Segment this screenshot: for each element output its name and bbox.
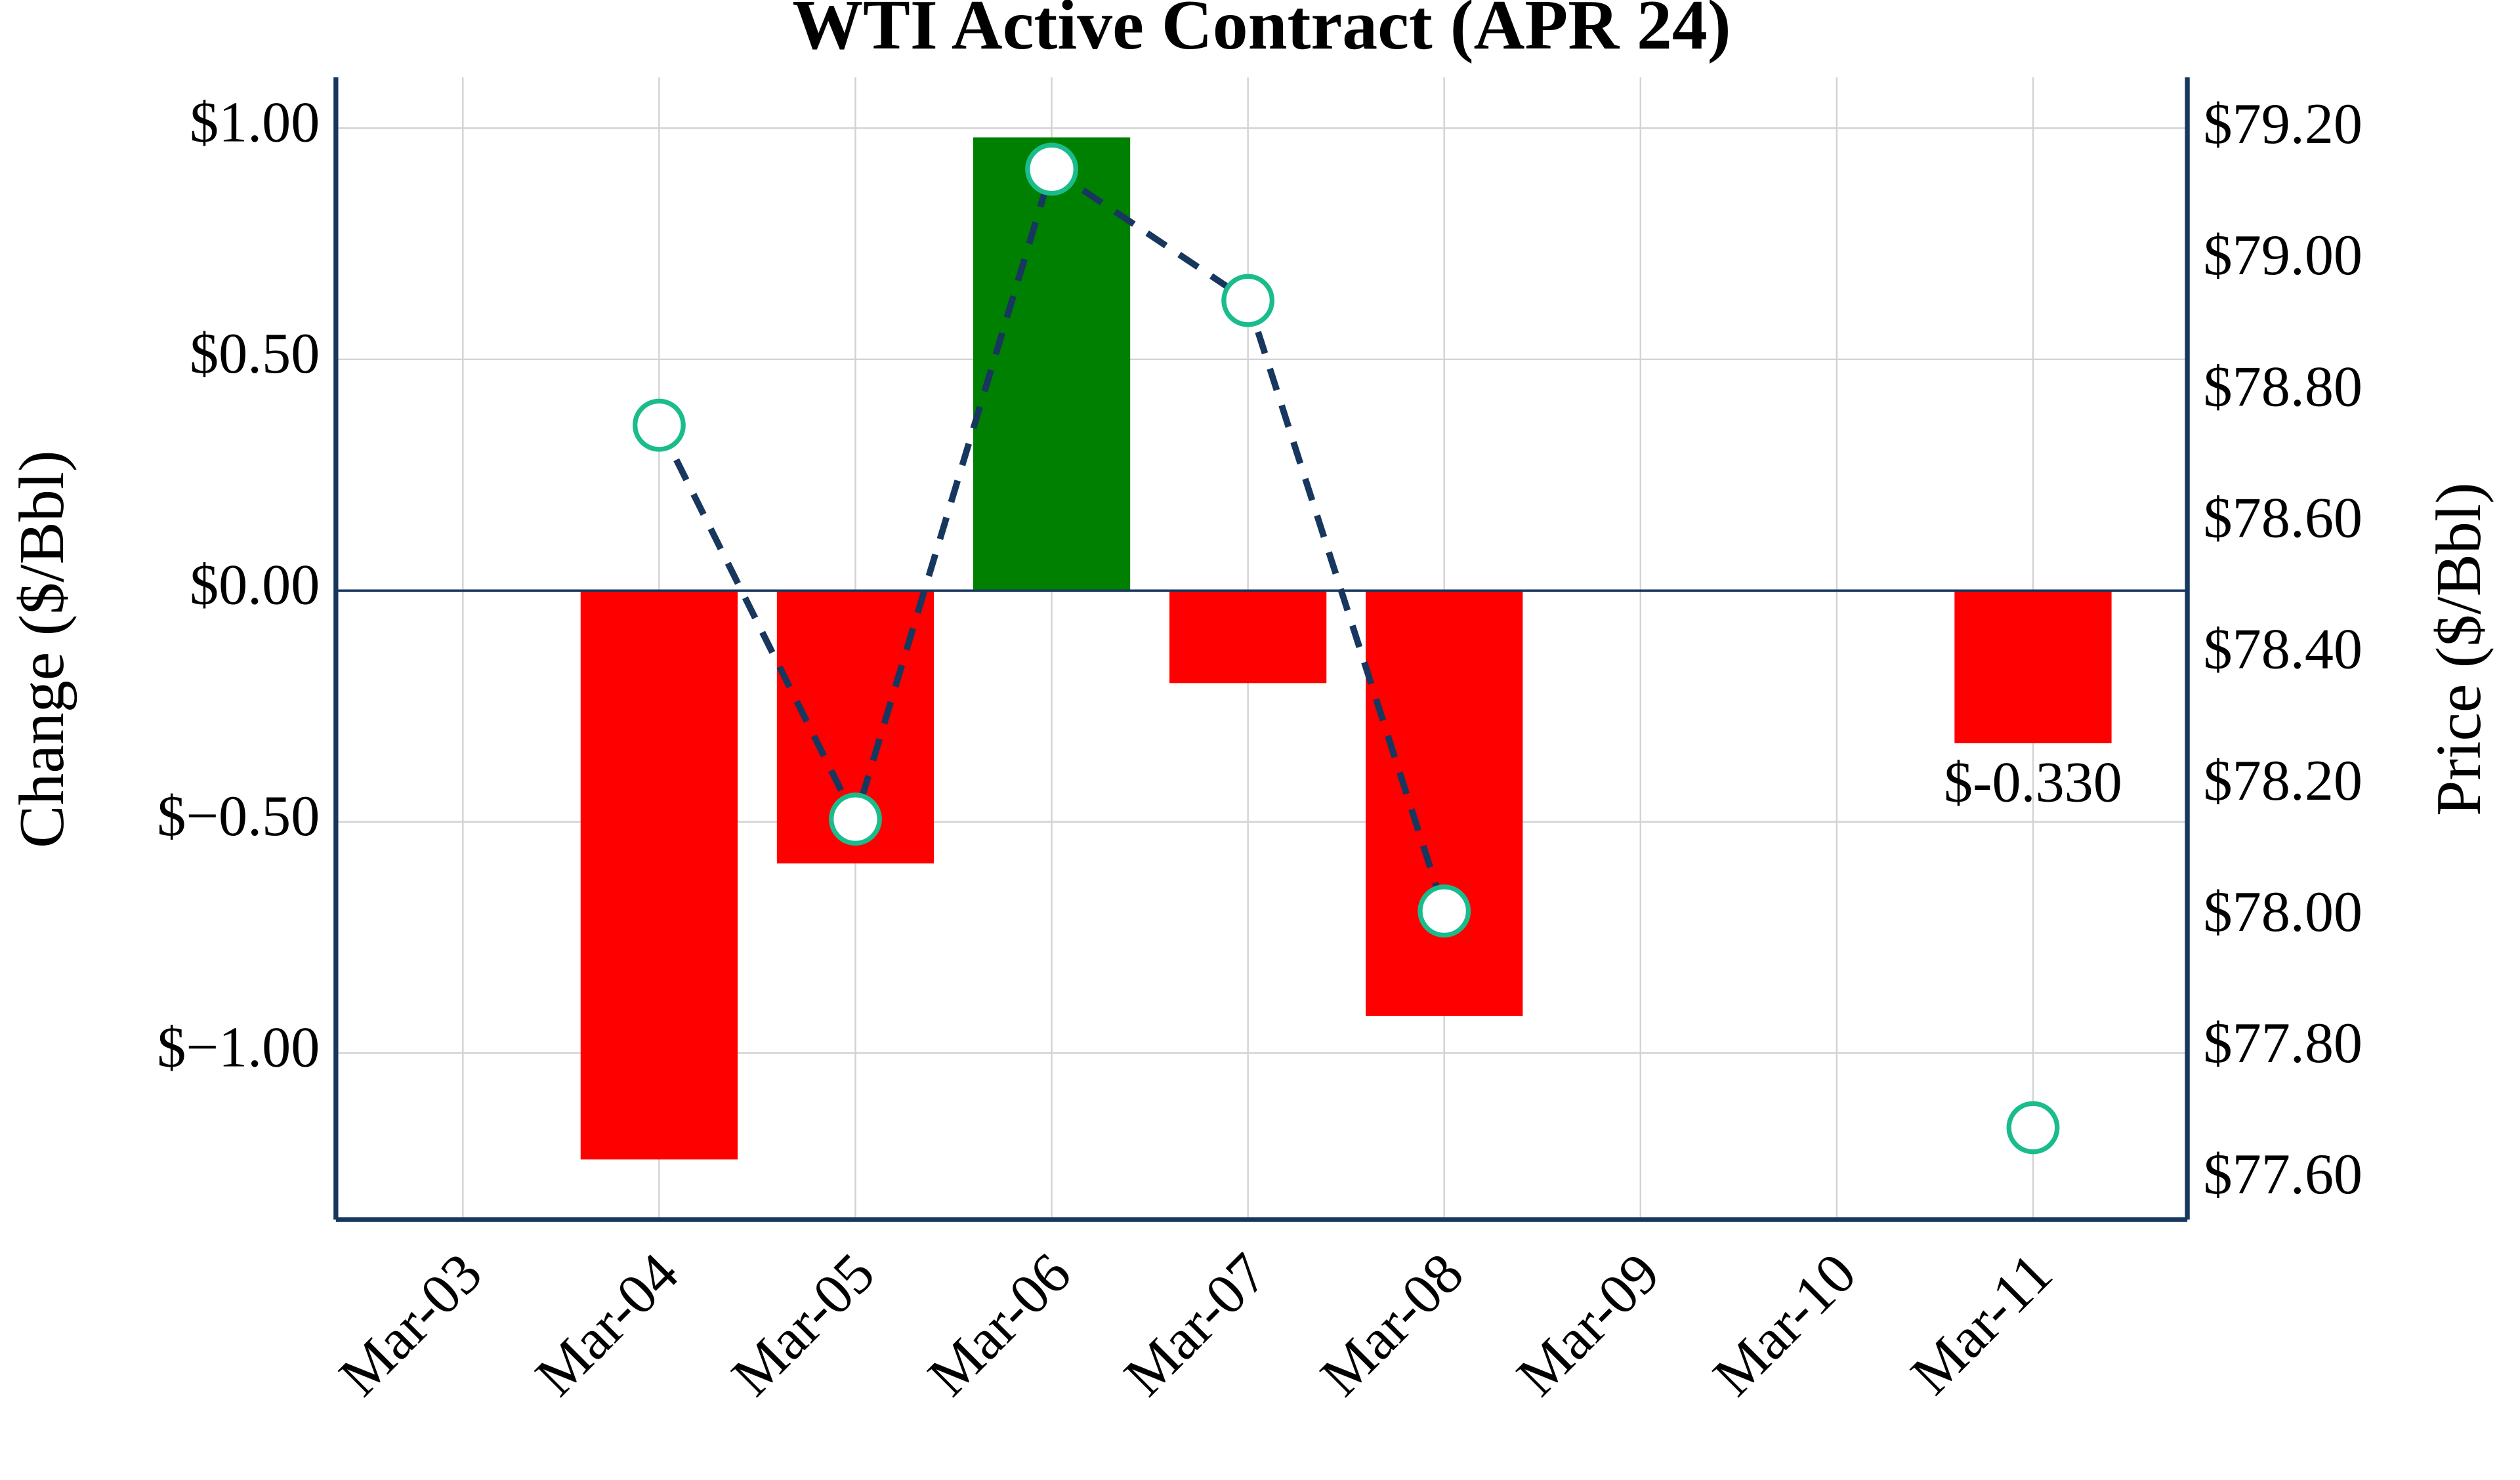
y-tick-label: $0.50 (190, 321, 320, 386)
y2-tick-label: $78.20 (2204, 749, 2362, 813)
y2-tick-label: $78.80 (2204, 354, 2362, 419)
price-marker (1221, 274, 1275, 327)
price-marker (1418, 884, 1471, 938)
x-tick-label: Mar-11 (1899, 1241, 2065, 1407)
y-tick-label: $1.00 (190, 91, 320, 155)
x-tick-label: Mar-05 (720, 1241, 887, 1408)
chart-title: WTI Active Contract (APR 24) (792, 0, 1731, 64)
price-marker (632, 398, 686, 452)
y-tick-label: $−0.50 (157, 784, 320, 848)
y2-axis-label: Price ($/Bbl) (2424, 482, 2494, 816)
x-tick-label: Mar-08 (1309, 1241, 1476, 1408)
bar (1366, 590, 1523, 1016)
bar (580, 590, 738, 1160)
y-axis-label: Change ($/Bbl) (7, 450, 77, 848)
y2-tick-label: $77.60 (2204, 1142, 2362, 1206)
price-marker (1025, 142, 1078, 196)
x-tick-label: Mar-06 (916, 1241, 1083, 1408)
x-tick-label: Mar-03 (327, 1241, 494, 1408)
y2-tick-label: $79.20 (2204, 92, 2362, 156)
bar (973, 137, 1131, 591)
bar (1169, 590, 1327, 684)
x-tick-label: Mar-09 (1505, 1241, 1672, 1408)
y2-tick-label: $79.00 (2204, 223, 2362, 287)
y2-tick-label: $78.40 (2204, 617, 2362, 682)
x-tick-label: Mar-10 (1701, 1241, 1868, 1408)
y2-tick-label: $77.80 (2204, 1011, 2362, 1075)
y2-tick-label: $78.00 (2204, 880, 2362, 944)
x-tick-label: Mar-07 (1112, 1241, 1280, 1408)
y2-tick-label: $78.60 (2204, 486, 2362, 550)
bar (1954, 590, 2112, 743)
y-tick-label: $0.00 (190, 553, 320, 617)
value-label: $-0.330 (1944, 750, 2122, 815)
price-marker (2006, 1101, 2060, 1155)
y-tick-label: $−1.00 (157, 1015, 320, 1079)
price-marker (829, 792, 882, 846)
x-tick-label: Mar-04 (523, 1241, 690, 1408)
